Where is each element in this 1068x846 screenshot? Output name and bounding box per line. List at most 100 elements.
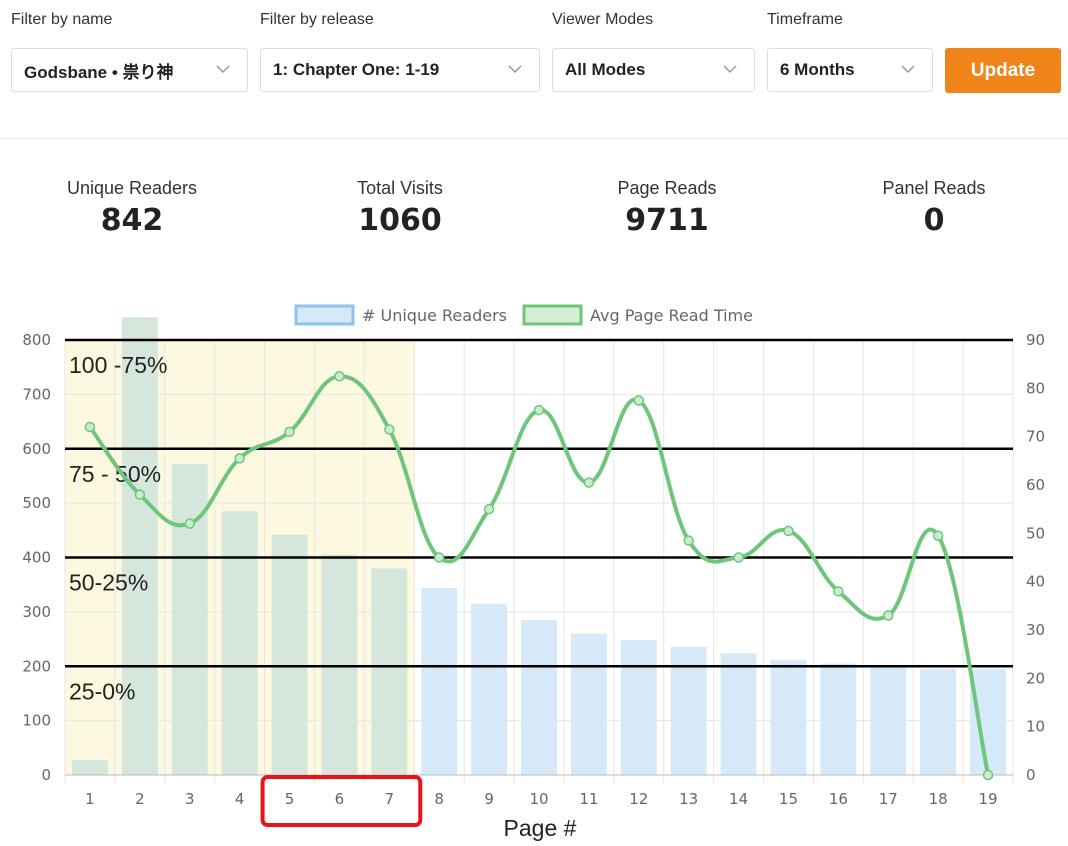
x-axis-title: Page # (504, 815, 577, 841)
line-point-4 (234, 453, 245, 464)
bar-17 (870, 666, 907, 775)
y2-tick-label: 50 (1026, 524, 1045, 542)
bar-7 (371, 568, 408, 775)
line-point-15 (783, 525, 794, 537)
line-point-18 (932, 530, 944, 541)
x-tick-label: 10 (529, 790, 548, 808)
y2-tick-label: 30 (1026, 621, 1045, 639)
readers-chart: 0 100 200 300 400 500 600 700 800 0 10 20 30 40 50 60 70… (22, 304, 1045, 841)
chevron-down-icon (508, 65, 522, 74)
bar-3 (171, 463, 208, 775)
line-point-13 (683, 535, 694, 546)
y2-tick-label: 90 (1026, 331, 1045, 349)
y2-tick-label: 70 (1026, 428, 1045, 446)
line-point-8 (433, 552, 445, 563)
y2-tick-label: 80 (1026, 379, 1045, 397)
stat-value: 0 (923, 203, 945, 238)
x-tick-label: 16 (829, 790, 848, 808)
x-tick-label: 7 (385, 790, 395, 808)
y-tick-label: 200 (22, 657, 51, 675)
zone-label: 50-25% (69, 570, 148, 596)
avg-read-time-line (87, 374, 991, 777)
x-tick-label: 18 (929, 790, 948, 808)
zone-label: 100 -75% (69, 352, 167, 378)
y-tick-label: 400 (22, 549, 51, 567)
line-point-6 (334, 371, 345, 382)
viewer-modes-select-value: All Modes (565, 60, 646, 79)
bar-12 (620, 640, 657, 775)
legend-swatch-avg-read-time (522, 304, 583, 326)
bar-13 (670, 646, 707, 775)
x-tick-label: 5 (285, 790, 295, 808)
legend-label-unique-readers: # Unique Readers (362, 306, 507, 325)
line-point-10 (533, 404, 545, 416)
stat-panel-reads: Panel Reads 0 (824, 178, 1044, 238)
y2-tick-label: 60 (1026, 476, 1045, 494)
x-tick-label: 1 (85, 790, 95, 808)
bar-4 (221, 511, 258, 775)
bar-19 (970, 668, 1007, 775)
line-point-16 (833, 586, 844, 597)
y-tick-label: 700 (22, 385, 51, 403)
bar-9 (471, 603, 508, 775)
line-point-1 (84, 421, 96, 433)
bar-2 (121, 317, 158, 775)
filter-release-label: Filter by release (260, 11, 374, 28)
line-point-19 (982, 769, 994, 781)
x-tick-label: 4 (235, 790, 245, 808)
zone-label: 25-0% (69, 678, 135, 704)
stat-value: 9711 (625, 203, 709, 238)
name-select-value: Godsbane • 祟り神 (24, 62, 174, 82)
stat-value: 842 (100, 203, 164, 238)
line-point-2 (134, 489, 146, 500)
y-tick-label: 600 (22, 440, 51, 458)
name-select[interactable]: Godsbane • 祟り神 (11, 48, 248, 92)
timeframe-select[interactable]: 6 Months (767, 48, 933, 92)
x-tick-label: 11 (579, 790, 598, 808)
bar-15 (770, 659, 807, 775)
x-tick-label: 2 (135, 790, 145, 808)
line-point-12 (633, 395, 645, 406)
x-tick-label: 17 (879, 790, 898, 808)
viewer-modes-select[interactable]: All Modes (552, 48, 755, 92)
y2-tick-label: 0 (1026, 766, 1036, 784)
line-point-3 (184, 518, 195, 529)
y-tick-label: 100 (22, 712, 51, 730)
line-point-7 (384, 424, 395, 435)
legend-swatch-unique-readers (294, 304, 355, 326)
timeframe-label: Timeframe (767, 11, 843, 28)
y-tick-label: 0 (41, 766, 51, 784)
x-tick-label: 19 (979, 790, 998, 808)
x-tick-label: 9 (484, 790, 494, 808)
bar-11 (570, 633, 607, 775)
viewer-modes-label: Viewer Modes (552, 11, 654, 28)
release-select[interactable]: 1: Chapter One: 1-19 (260, 48, 540, 92)
update-button[interactable]: Update (945, 48, 1061, 93)
chevron-down-icon (216, 65, 230, 74)
divider (0, 138, 1068, 139)
x-tick-label: 8 (434, 790, 444, 808)
x-tick-label: 12 (629, 790, 648, 808)
stat-label: Panel Reads (882, 178, 986, 198)
y-tick-label: 300 (22, 603, 51, 621)
annotation-red-box (260, 775, 423, 827)
bar-8 (421, 587, 458, 775)
x-tick-label: 3 (185, 790, 195, 808)
x-tick-label: 6 (335, 790, 345, 808)
legend-label-avg-read-time: Avg Page Read Time (590, 306, 753, 325)
stat-value: 1060 (358, 203, 442, 238)
line-point-11 (583, 477, 595, 488)
bar-5 (271, 534, 308, 775)
bar-16 (820, 663, 857, 775)
stat-label: Page Reads (617, 178, 717, 198)
y2-tick-label: 40 (1026, 573, 1045, 591)
y-tick-label: 500 (22, 494, 51, 512)
y2-tick-label: 10 (1026, 718, 1045, 736)
y2-tick-label: 20 (1026, 669, 1045, 687)
line-point-5 (284, 426, 295, 438)
x-tick-label: 13 (679, 790, 698, 808)
release-select-value: 1: Chapter One: 1-19 (273, 60, 440, 79)
bar-1 (71, 759, 108, 775)
line-point-9 (483, 503, 495, 515)
x-tick-label: 14 (729, 790, 748, 808)
